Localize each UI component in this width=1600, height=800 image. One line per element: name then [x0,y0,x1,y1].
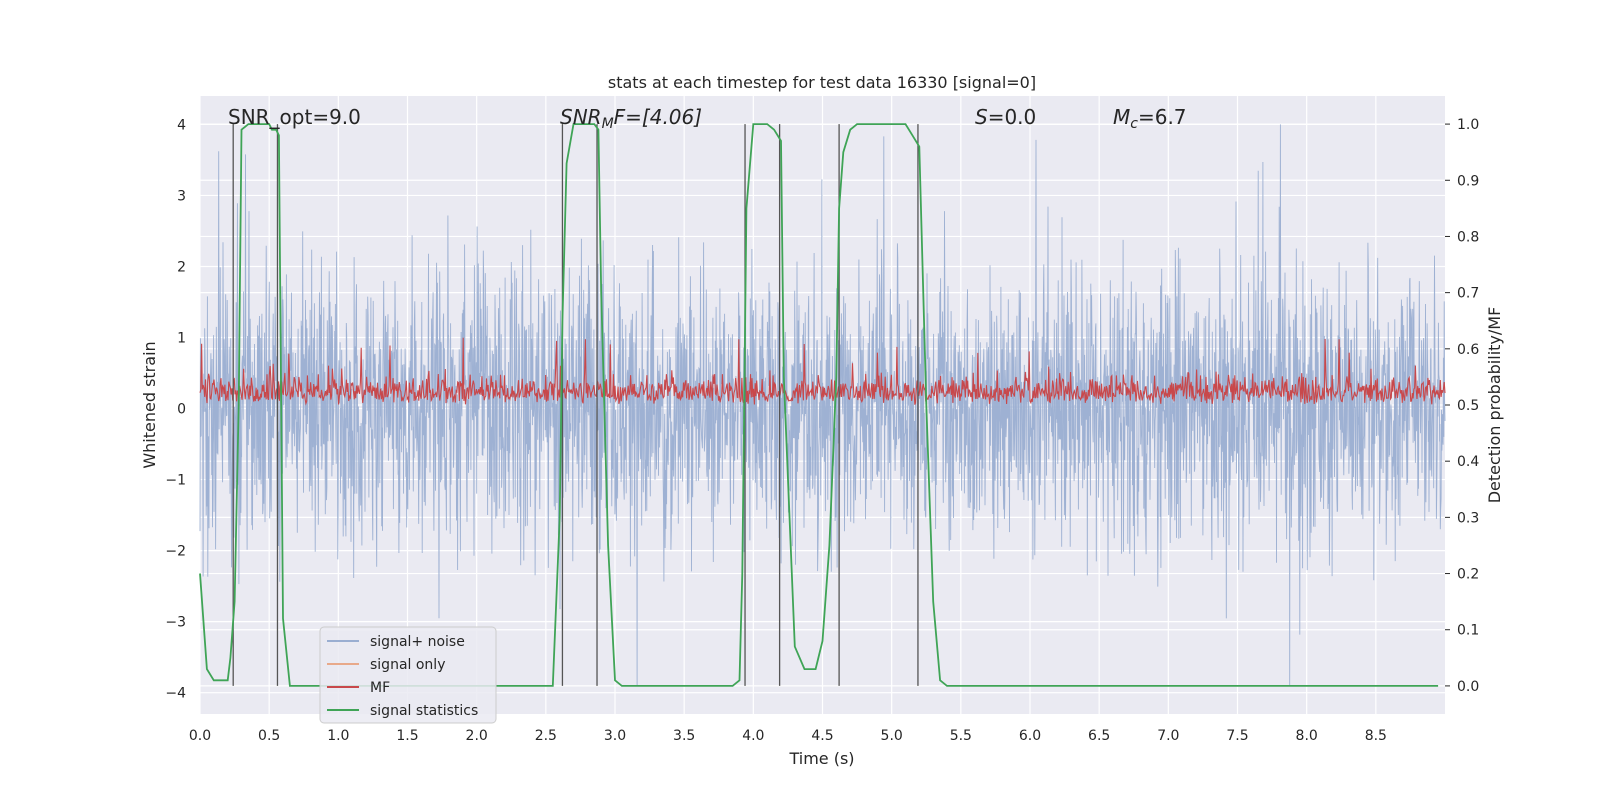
x-tick-label: 1.0 [327,728,349,744]
x-tick-label: 3.5 [673,728,695,744]
y-tick-label-right: 0.5 [1457,398,1479,414]
legend-box [319,626,497,724]
y-axis-label-right: Detection probability/MF [1485,307,1504,504]
y-tick-labels-right: 1.0 0.9 0.8 0.7 0.6 0.5 0.4 0.3 0.2 0.1 0.0 [1445,117,1479,695]
y-tick-label-right: 0.4 [1457,454,1479,470]
y-tick-label-left: 2 [177,259,186,275]
y-tick-label-right: 0.2 [1457,567,1479,583]
signal-statistics-series [199,123,1439,687]
annotation-snr-mf: SNRMF=[4.06] [560,105,702,132]
mf-line [199,337,1446,406]
x-tick-label: 8.0 [1296,728,1318,744]
x-tick-label: 6.5 [1088,728,1110,744]
y-tick-label-left: 1 [177,331,186,347]
x-tick-label: 3.0 [604,728,626,744]
y-tick-label-left: −4 [165,686,186,702]
y-tick-label-left: 4 [177,117,186,133]
x-tick-label: 2.0 [466,728,488,744]
signal-noise-series [199,124,1446,686]
y-tick-label-right: 0.1 [1457,623,1479,639]
x-tick-label: 4.0 [742,728,764,744]
y-tick-label-right: 0.7 [1457,286,1479,302]
y-tick-label-left: −1 [165,473,186,489]
annotation-s: S=0.0 [975,105,1036,129]
y-tick-label-right: 0.8 [1457,229,1479,245]
x-tick-label: 7.0 [1157,728,1179,744]
x-tick-label: 0.0 [189,728,211,744]
annotation-snr-opt: SNR_opt=9.0 [228,105,361,129]
y-tick-label-right: 0.6 [1457,342,1479,358]
x-tick-label: 4.5 [811,728,833,744]
x-axis-label: Time (s) [788,749,854,768]
legend: signal+ noise signal only MF signal stat… [319,626,497,724]
signal-statistics-line [199,123,1439,687]
y-tick-label-right: 1.0 [1457,117,1479,133]
x-tick-label: 8.5 [1365,728,1387,744]
legend-label-signal-statistics: signal statistics [370,703,478,719]
x-tick-label: 0.5 [258,728,280,744]
x-tick-label: 7.5 [1226,728,1248,744]
y-axis-label-left: Whitened strain [140,341,159,468]
annotation-mc: Mc=6.7 [1113,105,1187,132]
y-tick-label-right: 0.3 [1457,510,1479,526]
chart-title: stats at each timestep for test data 163… [608,73,1036,92]
mf-series [199,337,1446,406]
y-tick-label-left: 3 [177,188,186,204]
x-tick-label: 2.5 [535,728,557,744]
y-tick-label-right: 0.0 [1457,679,1479,695]
legend-label-noise: signal+ noise [370,634,465,650]
x-tick-label: 5.0 [881,728,903,744]
y-tick-label-right: 0.9 [1457,173,1479,189]
legend-label-signal-only: signal only [370,657,445,673]
y-tick-label-left: −3 [165,615,186,631]
signal-noise-line [199,124,1446,686]
y-tick-label-left: −2 [165,544,186,560]
x-tick-labels: 0.0 0.5 1.0 1.5 2.0 2.5 3.0 3.5 4.0 4.5 5.0 5.5 6.0 6… [189,728,1387,744]
y-tick-labels-left: 4 3 2 1 0 −1 −2 −3 −4 [165,117,186,701]
x-tick-label: 1.5 [396,728,418,744]
x-tick-label: 5.5 [950,728,972,744]
y-tick-label-left: 0 [177,402,186,418]
legend-label-mf: MF [370,680,390,696]
x-tick-label: 6.0 [1019,728,1041,744]
